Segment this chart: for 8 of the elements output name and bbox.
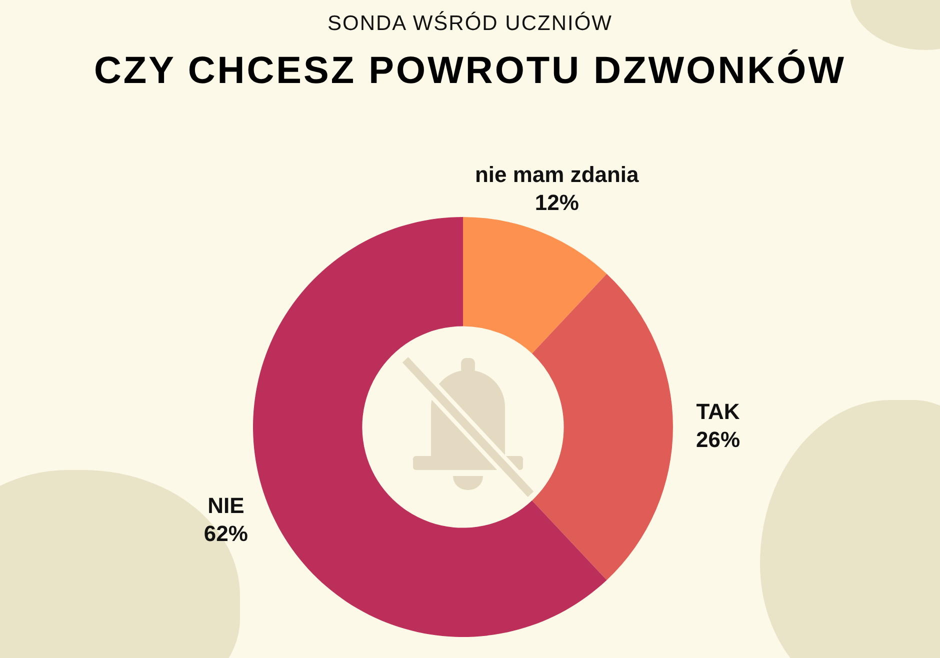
data-label: 26% [696,427,740,452]
data-label: 62% [204,520,248,546]
slice-label: NIE [208,492,244,518]
chart-title: CZY CHCESZ POWROTU DZWONKÓW [92,50,848,93]
slice-label: TAK [696,399,740,424]
chart-subtitle: SONDA WŚRÓD UCZNIÓW [326,12,614,36]
data-label: 12% [534,190,579,215]
slice-label: nie mam zdania [474,162,640,187]
